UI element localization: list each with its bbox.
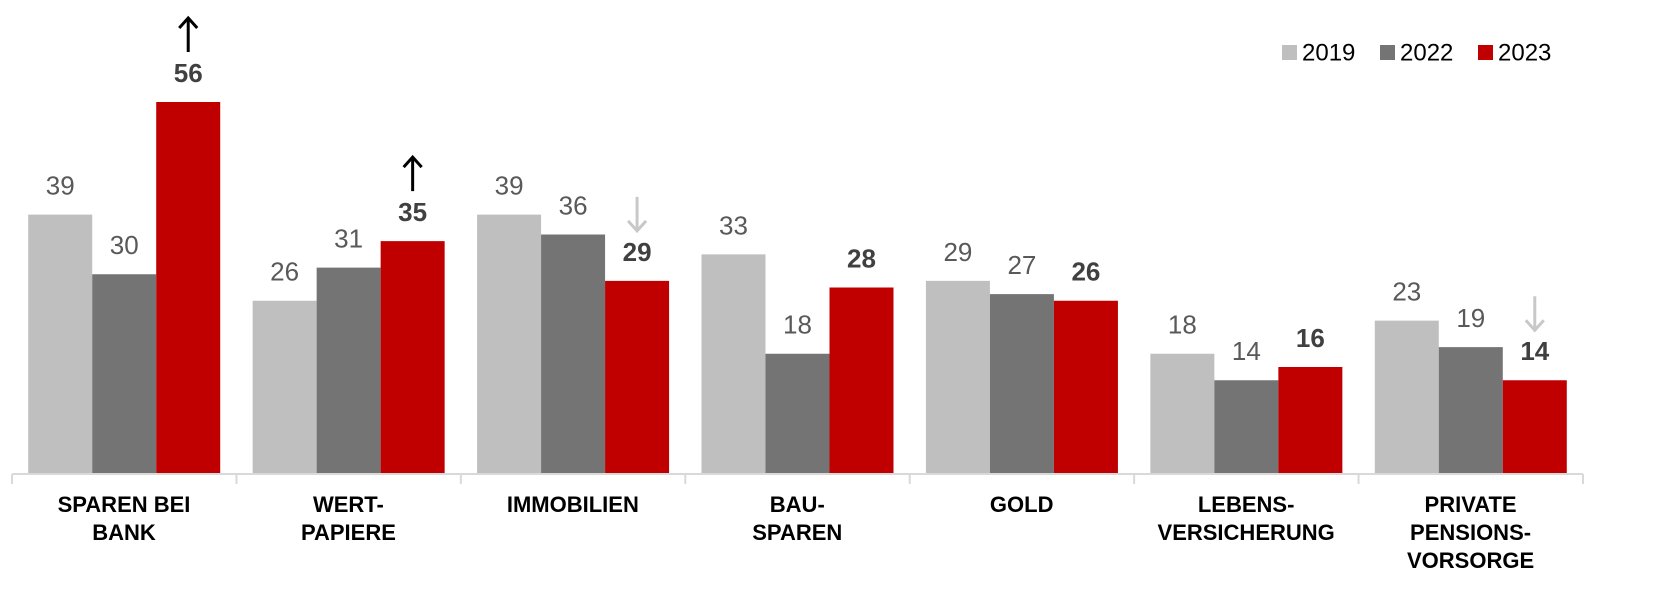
trend-arrow-head bbox=[402, 154, 423, 169]
x-tick-label: SPAREN BEI BANK bbox=[57, 492, 191, 545]
bar bbox=[380, 241, 445, 473]
bar bbox=[1214, 380, 1279, 473]
value-label: 23 bbox=[1392, 277, 1421, 307]
bar bbox=[1278, 367, 1343, 473]
value-label: 26 bbox=[270, 257, 299, 287]
value-label: 14 bbox=[1520, 336, 1549, 366]
value-label: 56 bbox=[174, 58, 203, 88]
value-label: 29 bbox=[623, 237, 652, 267]
bar bbox=[252, 300, 317, 473]
value-label: 14 bbox=[1232, 336, 1261, 366]
bar bbox=[701, 254, 766, 473]
value-label: 29 bbox=[943, 237, 972, 267]
legend-swatch bbox=[1478, 45, 1493, 60]
value-label: 36 bbox=[559, 190, 588, 220]
bar bbox=[316, 267, 381, 473]
value-label: 18 bbox=[783, 310, 812, 340]
bar bbox=[1053, 300, 1118, 473]
bar bbox=[925, 280, 990, 473]
legend-label: 2019 bbox=[1302, 39, 1355, 66]
bar bbox=[829, 287, 894, 473]
x-tick-label: LEBENS- VERSICHERUNG bbox=[1157, 492, 1335, 545]
bar bbox=[765, 353, 830, 473]
value-label: 18 bbox=[1168, 310, 1197, 340]
bar bbox=[1374, 320, 1439, 473]
bar bbox=[605, 280, 670, 473]
bar bbox=[156, 102, 221, 473]
bar bbox=[1150, 353, 1215, 473]
value-label: 39 bbox=[46, 171, 75, 201]
value-label: 19 bbox=[1456, 303, 1485, 333]
bar bbox=[28, 214, 93, 473]
x-tick-label: BAU- SPAREN bbox=[752, 492, 843, 545]
trend-arrow-head bbox=[178, 15, 199, 30]
legend-label: 2022 bbox=[1400, 39, 1453, 66]
x-tick-label: WERT- PAPIERE bbox=[300, 492, 396, 545]
legend-label: 2023 bbox=[1498, 39, 1551, 66]
value-label: 33 bbox=[719, 210, 748, 240]
value-label: 39 bbox=[495, 171, 524, 201]
value-label: 28 bbox=[847, 243, 876, 273]
value-label: 26 bbox=[1071, 257, 1100, 287]
bar bbox=[1438, 347, 1503, 473]
value-label: 30 bbox=[110, 230, 139, 260]
value-label: 27 bbox=[1007, 250, 1036, 280]
bar bbox=[1502, 380, 1567, 473]
legend-swatch bbox=[1282, 45, 1297, 60]
bar bbox=[92, 274, 157, 473]
value-label: 31 bbox=[334, 224, 363, 254]
x-tick-label: GOLD bbox=[989, 492, 1054, 517]
trend-arrow-head bbox=[626, 219, 648, 234]
x-tick-label: IMMOBILIEN bbox=[506, 492, 639, 517]
x-tick-label: PRIVATE PENSIONS- VORSORGE bbox=[1406, 492, 1535, 573]
bar bbox=[989, 294, 1054, 473]
value-label: 16 bbox=[1296, 323, 1325, 353]
legend-swatch bbox=[1380, 45, 1395, 60]
bar bbox=[541, 234, 606, 473]
trend-arrow-head bbox=[1524, 319, 1545, 333]
value-label: 35 bbox=[398, 197, 427, 227]
bar bbox=[477, 214, 542, 473]
